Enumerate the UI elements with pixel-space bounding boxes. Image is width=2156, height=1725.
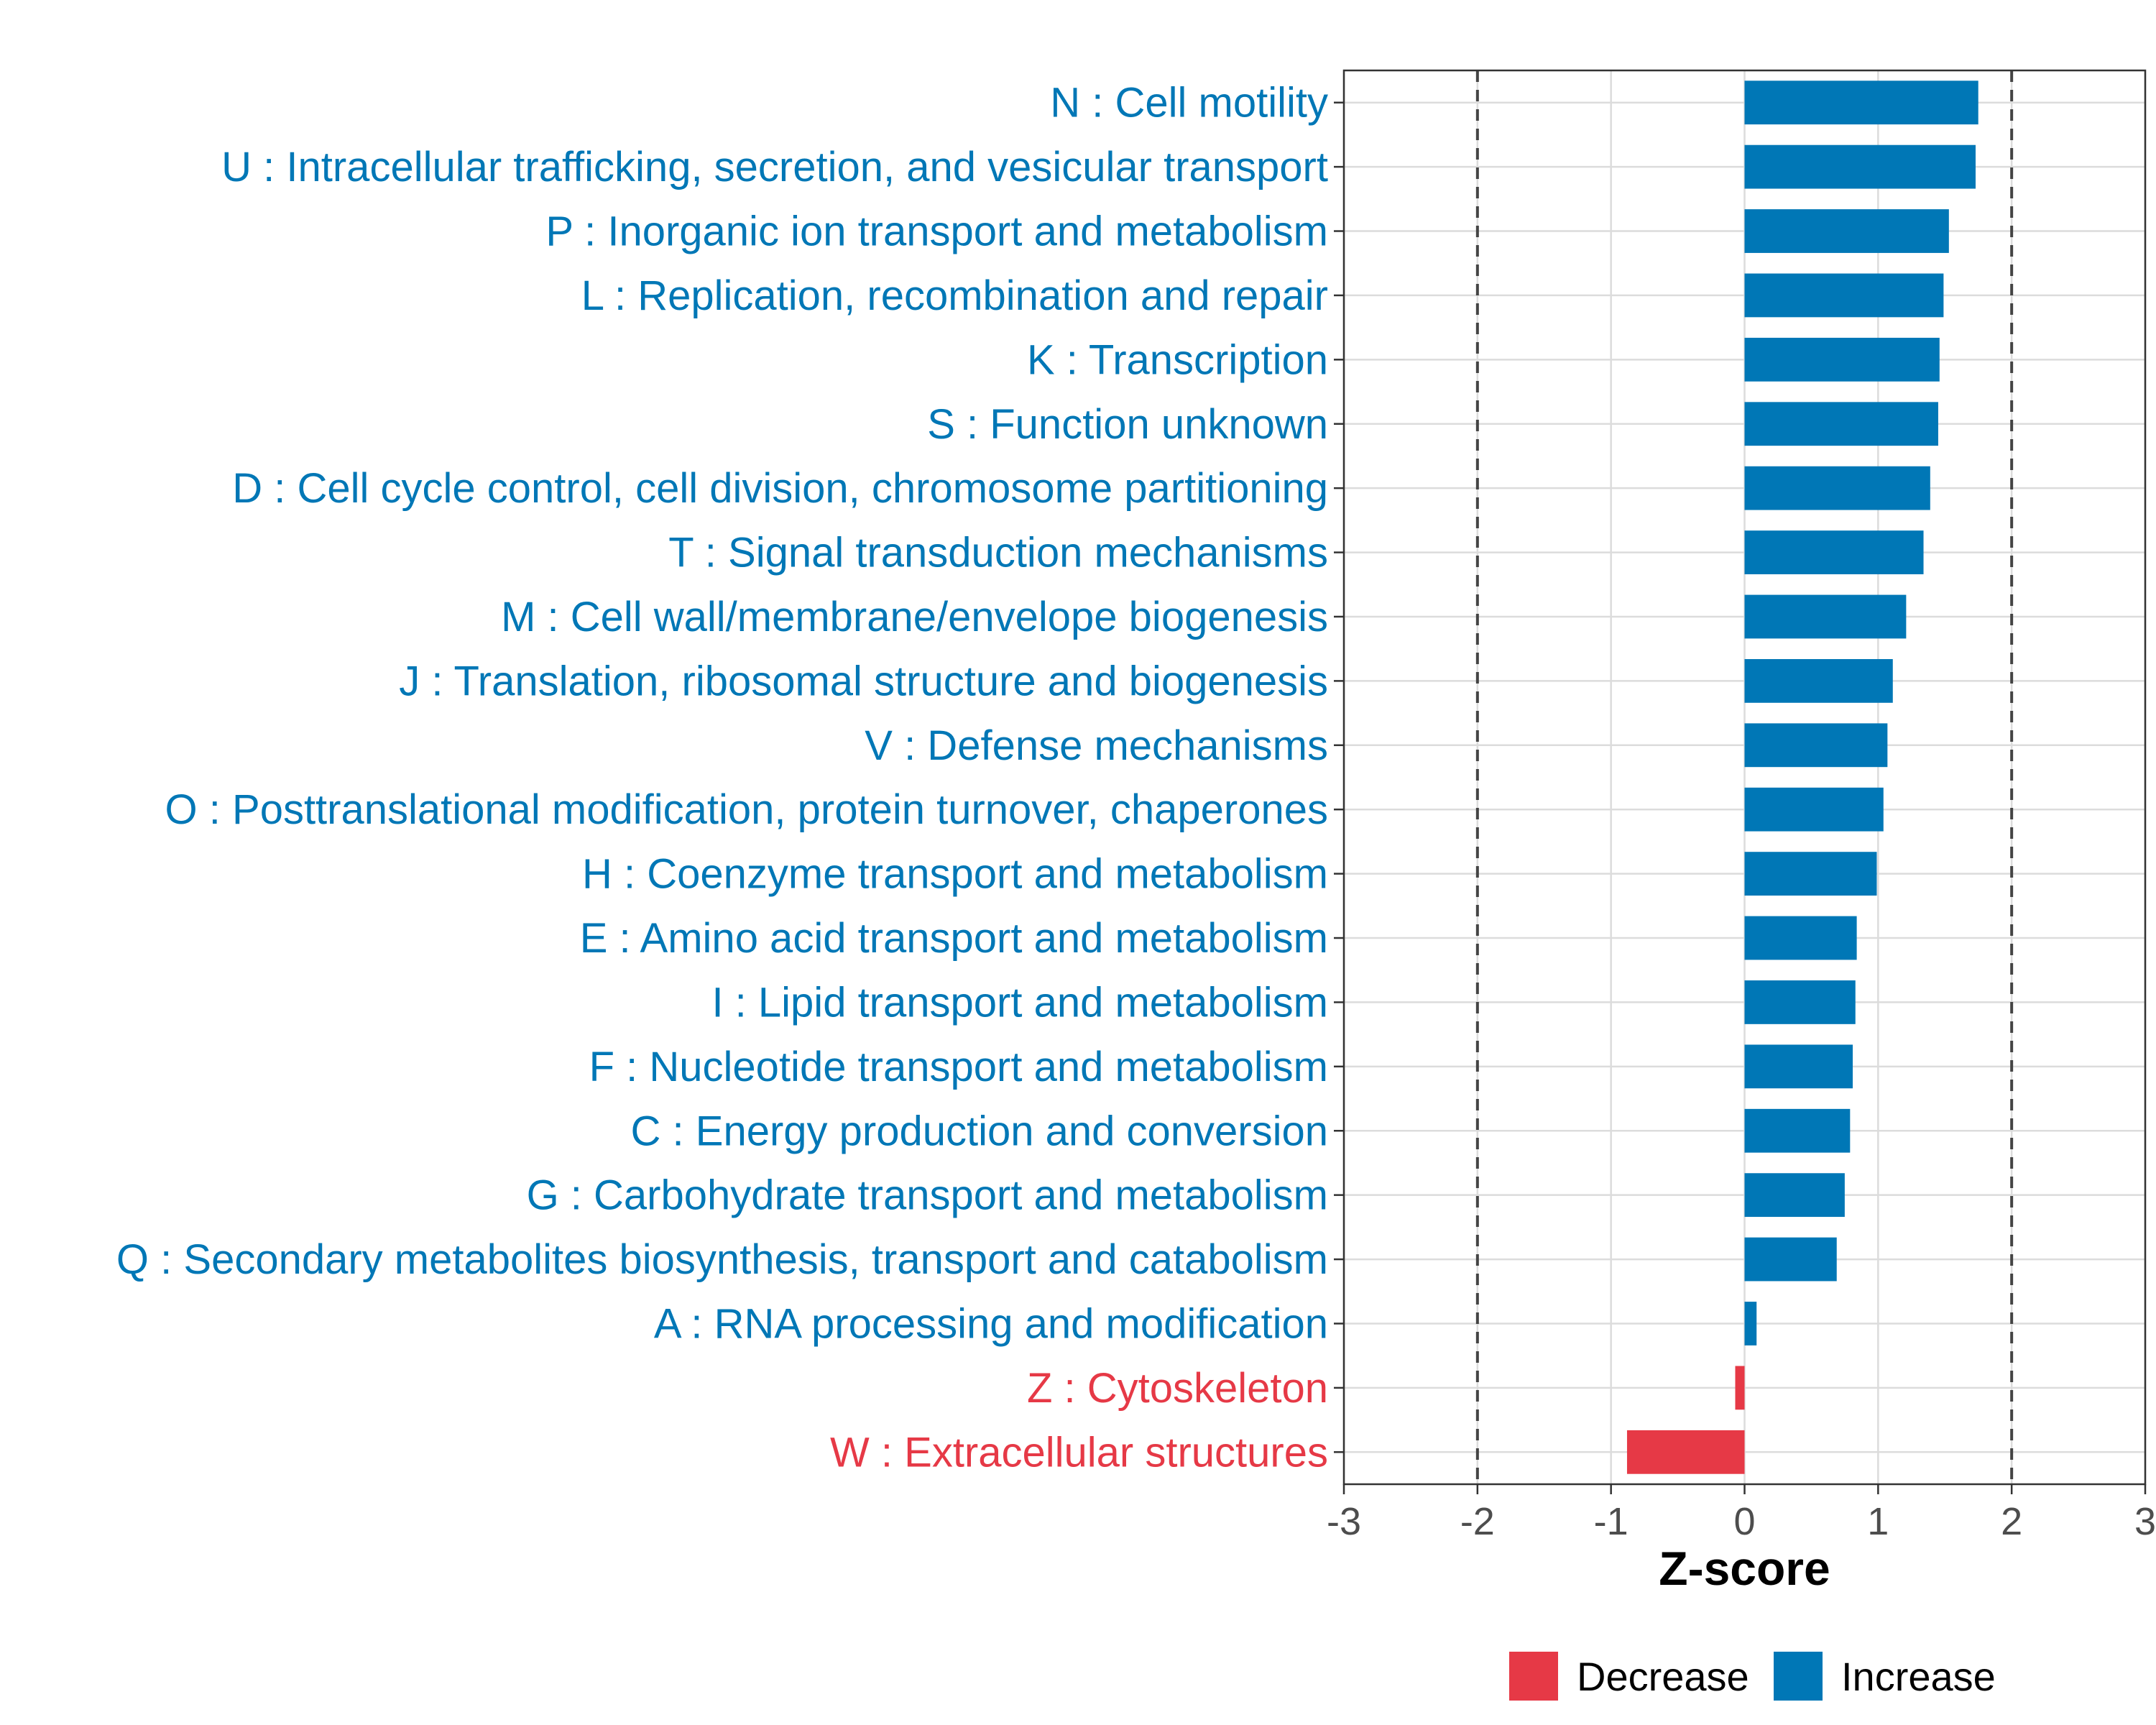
bar bbox=[1744, 658, 1893, 703]
bar bbox=[1744, 980, 1856, 1024]
bar bbox=[1744, 1108, 1851, 1153]
legend-key bbox=[1509, 1652, 1558, 1701]
y-tick-label: F : Nucleotide transport and metabolism bbox=[589, 1044, 1328, 1090]
y-tick-label: U : Intracellular trafficking, secretion… bbox=[221, 144, 1328, 190]
y-tick-label: L : Replication, recombination and repai… bbox=[581, 272, 1328, 319]
x-tick-label: -3 bbox=[1327, 1500, 1361, 1543]
bar bbox=[1744, 273, 1944, 318]
bar bbox=[1744, 852, 1877, 896]
y-tick-label: J : Translation, ribosomal structure and… bbox=[399, 658, 1328, 704]
bar bbox=[1744, 787, 1884, 832]
y-tick-label: D : Cell cycle control, cell division, c… bbox=[232, 465, 1328, 512]
y-tick-label: Z : Cytoskeleton bbox=[1027, 1365, 1328, 1412]
y-tick-label: I : Lipid transport and metabolism bbox=[711, 979, 1328, 1026]
x-tick-label: -1 bbox=[1594, 1500, 1628, 1543]
reference-lines bbox=[1475, 70, 2014, 1484]
y-axis-labels: N : Cell motility U : Intracellular traff… bbox=[116, 80, 1328, 1476]
y-tick-label: K : Transcription bbox=[1027, 336, 1328, 383]
bars bbox=[1626, 80, 1978, 1474]
bar bbox=[1744, 80, 1978, 125]
y-tick-label: M : Cell wall/membrane/envelope biogenes… bbox=[501, 594, 1328, 640]
bar bbox=[1744, 209, 1949, 253]
bar bbox=[1744, 144, 1976, 189]
bar bbox=[1744, 402, 1938, 446]
y-tick-label: O : Posttranslational modification, prot… bbox=[165, 786, 1328, 833]
bar bbox=[1744, 1302, 1757, 1346]
y-tick-label: V : Defense mechanisms bbox=[865, 722, 1328, 769]
bar bbox=[1744, 530, 1924, 574]
bar bbox=[1744, 337, 1940, 382]
y-tick-label: C : Energy production and conversion bbox=[631, 1108, 1328, 1154]
y-axis-ticks bbox=[1334, 101, 1344, 1453]
y-tick-label: P : Inorganic ion transport and metaboli… bbox=[545, 208, 1328, 255]
x-axis-title: Z-score bbox=[1659, 1542, 1830, 1595]
x-axis: -3 -2 -1 0 1 2 3 bbox=[1327, 1484, 2156, 1543]
y-tick-label: A : RNA processing and modification bbox=[654, 1300, 1328, 1347]
bar bbox=[1744, 723, 1888, 768]
x-tick-label: -2 bbox=[1460, 1500, 1495, 1543]
bar bbox=[1744, 466, 1930, 510]
y-tick-label: Q : Secondary metabolites biosynthesis, … bbox=[116, 1236, 1328, 1283]
legend: Decrease Increase bbox=[1509, 1652, 1996, 1701]
y-tick-label: G : Carbohydrate transport and metabolis… bbox=[527, 1172, 1328, 1219]
bar bbox=[1744, 916, 1857, 960]
y-tick-label: H : Coenzyme transport and metabolism bbox=[582, 851, 1328, 898]
y-tick-label: T : Signal transduction mechanisms bbox=[668, 530, 1328, 576]
legend-label: Decrease bbox=[1577, 1654, 1749, 1699]
bar bbox=[1626, 1430, 1745, 1474]
bar bbox=[1744, 1044, 1853, 1089]
x-tick-label: 3 bbox=[2134, 1500, 2156, 1543]
y-tick-label: W : Extracellular structures bbox=[830, 1429, 1328, 1476]
bar bbox=[1744, 594, 1907, 639]
legend-key bbox=[1774, 1652, 1823, 1701]
y-tick-label: E : Amino acid transport and metabolism bbox=[580, 915, 1328, 962]
legend-label: Increase bbox=[1841, 1654, 1996, 1699]
y-tick-label: S : Function unknown bbox=[927, 401, 1328, 448]
bar bbox=[1735, 1366, 1745, 1410]
bar bbox=[1744, 1173, 1845, 1218]
x-tick-label: 1 bbox=[1867, 1500, 1889, 1543]
y-tick-label: N : Cell motility bbox=[1050, 80, 1328, 126]
bar bbox=[1744, 1237, 1837, 1282]
x-tick-label: 2 bbox=[2001, 1500, 2022, 1543]
x-tick-label: 0 bbox=[1733, 1500, 1755, 1543]
